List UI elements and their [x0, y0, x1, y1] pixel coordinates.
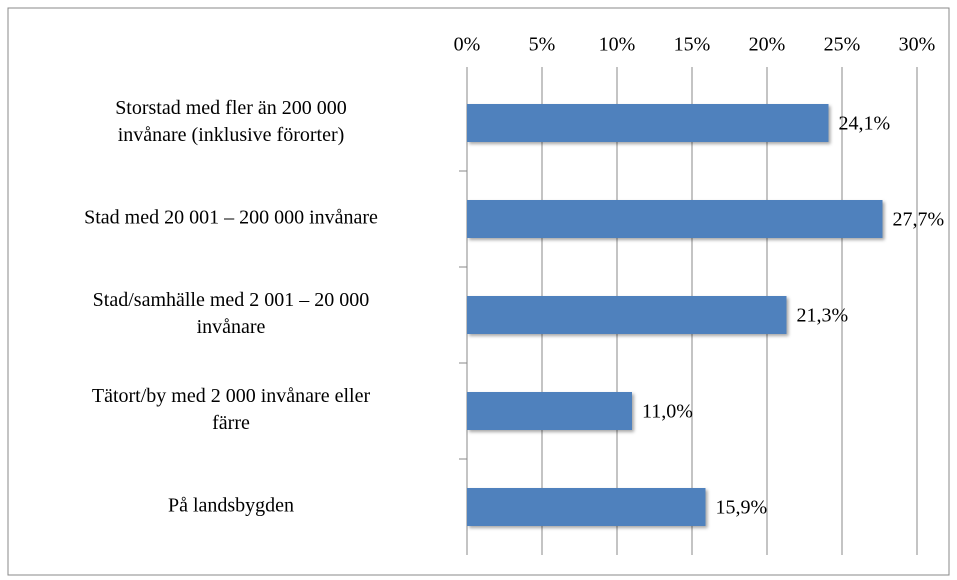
y-tick-label: På landsbygden — [167, 494, 295, 517]
value-label: 21,3% — [797, 305, 849, 327]
value-label: 15,9% — [716, 497, 768, 519]
y-tick-label: Stad/samhälle med 2 001 – 20 000 invånar… — [92, 289, 370, 338]
chart-border — [7, 7, 950, 576]
bar — [467, 392, 632, 430]
x-tick-label: 0% — [454, 34, 481, 56]
value-label: 11,0% — [642, 401, 693, 423]
x-tick-label: 20% — [749, 34, 786, 56]
x-tick-label: 5% — [529, 34, 556, 56]
x-tick-label: 25% — [824, 34, 861, 56]
y-tick-label: Tätort/by med 2 000 invånare eller färre — [91, 385, 371, 434]
x-tick-label: 15% — [674, 34, 711, 56]
value-label: 24,1% — [839, 113, 891, 135]
x-tick-label: 10% — [599, 34, 636, 56]
x-tick-label: 30% — [899, 34, 936, 56]
bar — [467, 296, 787, 334]
bar — [467, 200, 883, 238]
bar — [467, 488, 706, 526]
y-tick-label: Stad med 20 001 – 200 000 invånare — [84, 206, 378, 229]
bar — [467, 104, 829, 142]
value-label: 27,7% — [893, 209, 945, 231]
y-tick-label: Storstad med fler än 200 000 invånare (i… — [115, 97, 347, 146]
